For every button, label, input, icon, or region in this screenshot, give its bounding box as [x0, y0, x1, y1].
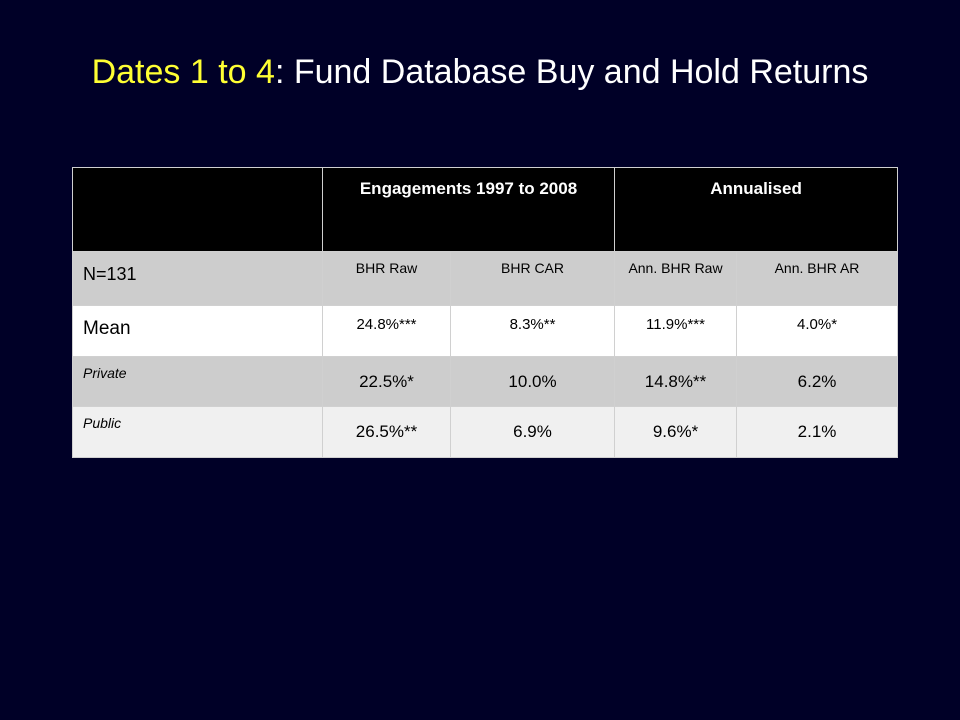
table-cell: 6.2% [736, 356, 899, 407]
table-cell: 8.3%** [449, 305, 616, 357]
table-cell: 14.8%** [614, 356, 738, 407]
table-cell: 26.5%** [322, 406, 451, 458]
subheader-ann-bhr-ar: Ann. BHR AR [736, 251, 899, 306]
table-row-mean: Mean 24.8%*** 8.3%** 11.9%*** 4.0%* [72, 305, 899, 357]
table-cell: 22.5%* [322, 356, 451, 407]
header-corner-cell [72, 167, 323, 252]
table-subheader-row: N=131 BHR Raw BHR CAR Ann. BHR Raw Ann. … [72, 251, 899, 306]
subheader-bhr-car: BHR CAR [449, 251, 616, 306]
table-cell: 10.0% [449, 356, 616, 407]
subheader-ann-bhr-raw: Ann. BHR Raw [614, 251, 738, 306]
row-label-mean: Mean [72, 305, 323, 357]
header-engagements-cell: Engagements 1997 to 2008 [321, 167, 616, 252]
table-cell: 6.9% [449, 406, 616, 458]
header-annualised-cell: Annualised [614, 167, 899, 252]
table-header-row: Engagements 1997 to 2008 Annualised [72, 167, 899, 252]
slide-title: Dates 1 to 4: Fund Database Buy and Hold… [80, 50, 880, 94]
slide-title-highlight: Dates 1 to 4 [91, 53, 275, 91]
table-row-public: Public 26.5%** 6.9% 9.6%* 2.1% [72, 406, 899, 458]
table-cell: 9.6%* [614, 406, 738, 458]
table-cell: 24.8%*** [322, 305, 451, 357]
returns-table: Engagements 1997 to 2008 Annualised N=13… [72, 167, 899, 458]
table-row-private: Private 22.5%* 10.0% 14.8%** 6.2% [72, 356, 899, 407]
row-label-private: Private [72, 356, 323, 407]
table-cell: 4.0%* [736, 305, 899, 357]
slide-title-rest: : Fund Database Buy and Hold Returns [274, 53, 869, 91]
subheader-bhr-raw: BHR Raw [322, 251, 451, 306]
table-cell: 2.1% [736, 406, 899, 458]
table-cell: 11.9%*** [614, 305, 738, 357]
sample-size-label: N=131 [72, 251, 323, 306]
row-label-public: Public [72, 406, 323, 458]
